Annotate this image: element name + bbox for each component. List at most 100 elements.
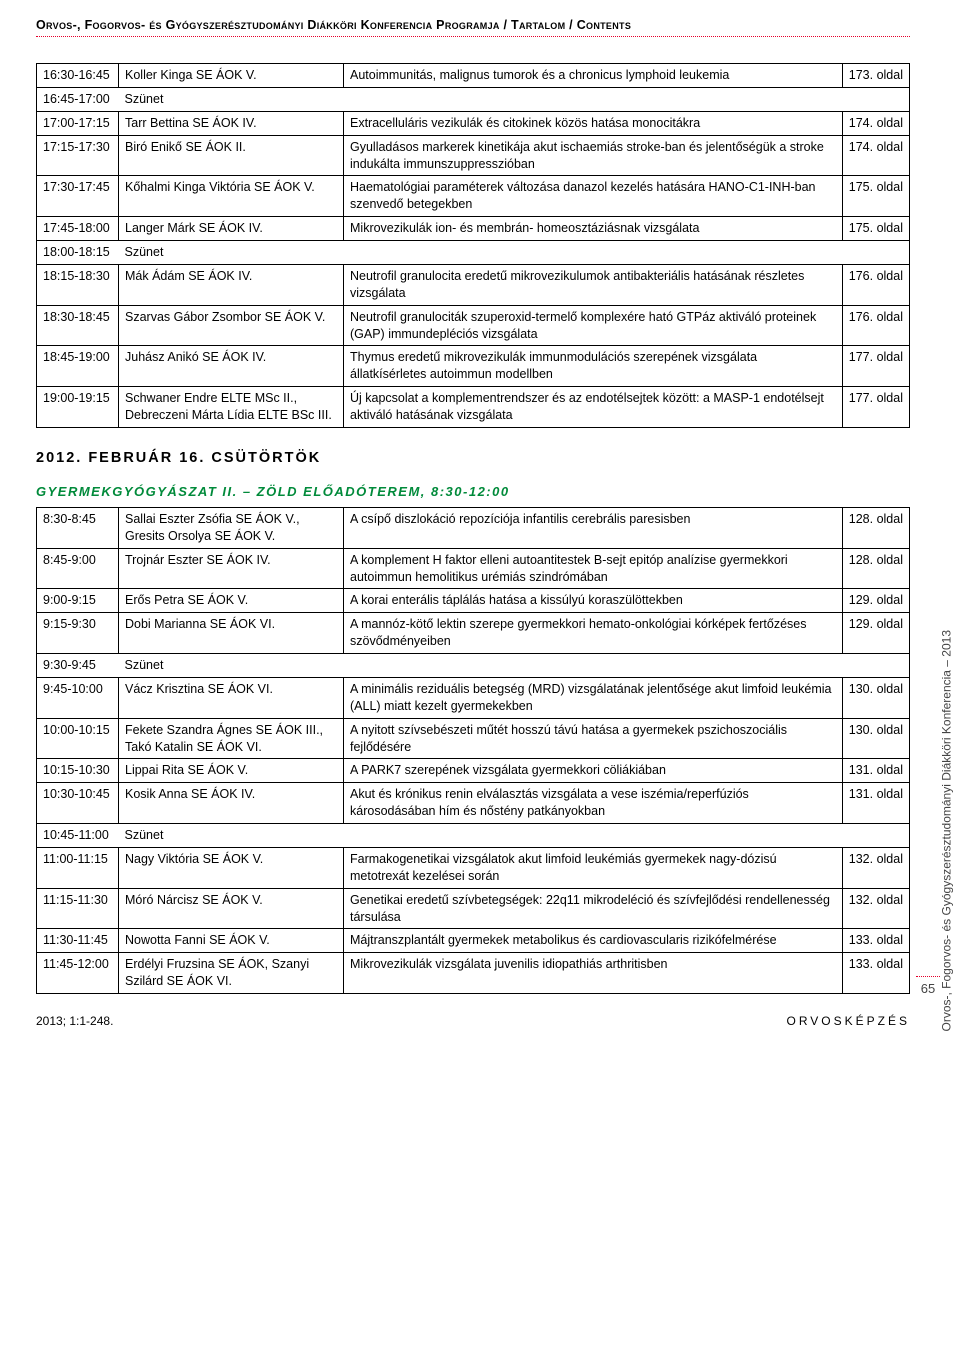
- table-row: 11:45-12:00Erdélyi Fruzsina SE ÁOK, Szan…: [37, 953, 910, 994]
- page-cell: 174. oldal: [842, 135, 909, 176]
- page-cell: 173. oldal: [842, 64, 909, 88]
- page-cell: 131. oldal: [842, 759, 909, 783]
- table-row: 8:30-8:45Sallai Eszter Zsófia SE ÁOK V.,…: [37, 507, 910, 548]
- title-cell: Akut és krónikus renin elválasztás vizsg…: [344, 783, 843, 824]
- page-number: 65: [916, 976, 940, 996]
- page-cell: 130. oldal: [842, 718, 909, 759]
- table-row: 8:45-9:00Trojnár Eszter SE ÁOK IV.A komp…: [37, 548, 910, 589]
- time-cell: 10:45-11:00: [37, 824, 119, 848]
- title-cell: Mikrovezikulák ion- és membrán- homeoszt…: [344, 217, 843, 241]
- table-row: 18:30-18:45Szarvas Gábor Zsombor SE ÁOK …: [37, 305, 910, 346]
- title-cell: Új kapcsolat a komplementrendszer és az …: [344, 387, 843, 428]
- page-cell: 132. oldal: [842, 888, 909, 929]
- page-cell: 133. oldal: [842, 953, 909, 994]
- table-row: 16:30-16:45Koller Kinga SE ÁOK V.Autoimm…: [37, 64, 910, 88]
- title-cell: Neutrofil granulociták szuperoxid-termel…: [344, 305, 843, 346]
- page-cell: 176. oldal: [842, 264, 909, 305]
- page-cell: 128. oldal: [842, 507, 909, 548]
- presenter-cell: Sallai Eszter Zsófia SE ÁOK V., Gresits …: [119, 507, 344, 548]
- time-cell: 10:30-10:45: [37, 783, 119, 824]
- time-cell: 11:15-11:30: [37, 888, 119, 929]
- time-cell: 9:00-9:15: [37, 589, 119, 613]
- table-row: 19:00-19:15Schwaner Endre ELTE MSc II., …: [37, 387, 910, 428]
- schedule-table-2: 8:30-8:45Sallai Eszter Zsófia SE ÁOK V.,…: [36, 507, 910, 994]
- title-cell: A komplement H faktor elleni autoantites…: [344, 548, 843, 589]
- time-cell: 16:45-17:00: [37, 87, 119, 111]
- title-cell: Extracelluláris vezikulák és citokinek k…: [344, 111, 843, 135]
- table-row: 9:00-9:15Erős Petra SE ÁOK V.A korai ent…: [37, 589, 910, 613]
- title-cell: Gyulladásos markerek kinetikája akut isc…: [344, 135, 843, 176]
- page-cell: 130. oldal: [842, 677, 909, 718]
- time-cell: 10:00-10:15: [37, 718, 119, 759]
- break-cell: Szünet: [119, 824, 910, 848]
- date-heading: 2012. FEBRUÁR 16. CSÜTÖRTÖK: [36, 450, 910, 466]
- table-row: 9:15-9:30Dobi Marianna SE ÁOK VI.A mannó…: [37, 613, 910, 654]
- time-cell: 11:00-11:15: [37, 847, 119, 888]
- time-cell: 17:00-17:15: [37, 111, 119, 135]
- page-cell: 132. oldal: [842, 847, 909, 888]
- presenter-cell: Vácz Krisztina SE ÁOK VI.: [119, 677, 344, 718]
- page-cell: 176. oldal: [842, 305, 909, 346]
- presenter-cell: Erős Petra SE ÁOK V.: [119, 589, 344, 613]
- title-cell: Thymus eredetű mikrovezikulák immunmodul…: [344, 346, 843, 387]
- time-cell: 17:30-17:45: [37, 176, 119, 217]
- footer-right: ORVOSKÉPZÉS: [787, 1014, 910, 1028]
- presenter-cell: Nagy Viktória SE ÁOK V.: [119, 847, 344, 888]
- page-cell: 131. oldal: [842, 783, 909, 824]
- table-row: 17:15-17:30Biró Enikő SE ÁOK II.Gyulladá…: [37, 135, 910, 176]
- table-row: 16:45-17:00Szünet: [37, 87, 910, 111]
- time-cell: 18:00-18:15: [37, 241, 119, 265]
- page-header: Orvos-, Fogorvos- és Gyógyszerésztudomán…: [36, 18, 910, 37]
- time-cell: 8:45-9:00: [37, 548, 119, 589]
- page-cell: 129. oldal: [842, 613, 909, 654]
- break-cell: Szünet: [119, 654, 910, 678]
- title-cell: A nyitott szívsebészeti műtét hosszú táv…: [344, 718, 843, 759]
- table-row: 18:00-18:15Szünet: [37, 241, 910, 265]
- presenter-cell: Mák Ádám SE ÁOK IV.: [119, 264, 344, 305]
- presenter-cell: Erdélyi Fruzsina SE ÁOK, Szanyi Szilárd …: [119, 953, 344, 994]
- table-row: 11:15-11:30Móró Nárcisz SE ÁOK V.Genetik…: [37, 888, 910, 929]
- table-row: 18:15-18:30Mák Ádám SE ÁOK IV.Neutrofil …: [37, 264, 910, 305]
- footer-left: 2013; 1:1-248.: [36, 1014, 113, 1028]
- page-cell: 175. oldal: [842, 176, 909, 217]
- presenter-cell: Kosik Anna SE ÁOK IV.: [119, 783, 344, 824]
- presenter-cell: Tarr Bettina SE ÁOK IV.: [119, 111, 344, 135]
- presenter-cell: Fekete Szandra Ágnes SE ÁOK III., Takó K…: [119, 718, 344, 759]
- presenter-cell: Koller Kinga SE ÁOK V.: [119, 64, 344, 88]
- presenter-cell: Lippai Rita SE ÁOK V.: [119, 759, 344, 783]
- time-cell: 11:45-12:00: [37, 953, 119, 994]
- time-cell: 17:15-17:30: [37, 135, 119, 176]
- page-cell: 128. oldal: [842, 548, 909, 589]
- title-cell: Autoimmunitás, malignus tumorok és a chr…: [344, 64, 843, 88]
- break-cell: Szünet: [119, 87, 910, 111]
- title-cell: Májtranszplantált gyermekek metabolikus …: [344, 929, 843, 953]
- break-cell: Szünet: [119, 241, 910, 265]
- time-cell: 9:15-9:30: [37, 613, 119, 654]
- table-row: 18:45-19:00Juhász Anikó SE ÁOK IV.Thymus…: [37, 346, 910, 387]
- title-cell: A csípő diszlokáció repozíciója infantil…: [344, 507, 843, 548]
- time-cell: 10:15-10:30: [37, 759, 119, 783]
- table-row: 10:15-10:30Lippai Rita SE ÁOK V.A PARK7 …: [37, 759, 910, 783]
- table-row: 17:30-17:45Kőhalmi Kinga Viktória SE ÁOK…: [37, 176, 910, 217]
- time-cell: 19:00-19:15: [37, 387, 119, 428]
- table-row: 10:30-10:45Kosik Anna SE ÁOK IV.Akut és …: [37, 783, 910, 824]
- table-row: 17:45-18:00Langer Márk SE ÁOK IV.Mikrove…: [37, 217, 910, 241]
- title-cell: Genetikai eredetű szívbetegségek: 22q11 …: [344, 888, 843, 929]
- table-row: 11:30-11:45Nowotta Fanni SE ÁOK V.Májtra…: [37, 929, 910, 953]
- title-cell: A minimális reziduális betegség (MRD) vi…: [344, 677, 843, 718]
- time-cell: 9:45-10:00: [37, 677, 119, 718]
- presenter-cell: Kőhalmi Kinga Viktória SE ÁOK V.: [119, 176, 344, 217]
- presenter-cell: Móró Nárcisz SE ÁOK V.: [119, 888, 344, 929]
- side-rotated-text: Orvos-, Fogorvos- és Gyógyszerésztudomán…: [922, 120, 940, 640]
- presenter-cell: Nowotta Fanni SE ÁOK V.: [119, 929, 344, 953]
- presenter-cell: Trojnár Eszter SE ÁOK IV.: [119, 548, 344, 589]
- title-cell: Haematológiai paraméterek változása dana…: [344, 176, 843, 217]
- page-cell: 129. oldal: [842, 589, 909, 613]
- presenter-cell: Juhász Anikó SE ÁOK IV.: [119, 346, 344, 387]
- page-cell: 133. oldal: [842, 929, 909, 953]
- page-cell: 177. oldal: [842, 387, 909, 428]
- time-cell: 18:30-18:45: [37, 305, 119, 346]
- table-row: 11:00-11:15Nagy Viktória SE ÁOK V.Farmak…: [37, 847, 910, 888]
- time-cell: 17:45-18:00: [37, 217, 119, 241]
- presenter-cell: Dobi Marianna SE ÁOK VI.: [119, 613, 344, 654]
